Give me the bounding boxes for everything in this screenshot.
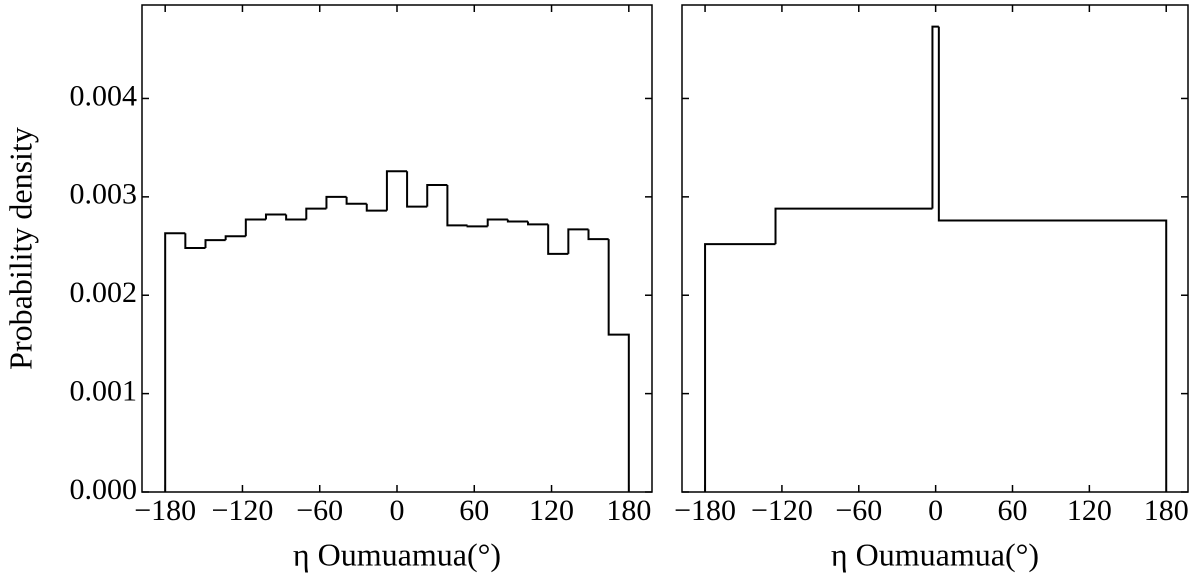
y-tick-label: 0.003	[70, 178, 138, 211]
histogram-bin	[264, 213, 287, 220]
x-tick-label: −60	[296, 494, 343, 527]
histogram-bin	[774, 207, 933, 245]
x-tick-label: 120	[1067, 494, 1112, 527]
histogram-bin	[365, 203, 387, 212]
x-tick-label: −180	[134, 494, 196, 527]
histogram-bin	[224, 235, 246, 241]
histogram-bin	[587, 229, 609, 241]
x-tick-label: 0	[928, 494, 943, 527]
y-tick-label: 0.000	[70, 473, 138, 506]
histogram-bin	[704, 243, 776, 492]
histogram-bin	[446, 185, 468, 227]
x-tick-label: 180	[606, 494, 651, 527]
x-tick-label: 0	[390, 494, 405, 527]
histogram-bin	[567, 228, 589, 254]
x-tick-label: 120	[529, 494, 574, 527]
histogram-bin	[325, 195, 347, 209]
y-tick-label: 0.002	[70, 276, 138, 309]
histogram-bin	[506, 219, 529, 223]
histogram-bin	[486, 218, 508, 227]
histogram-bin	[527, 221, 549, 226]
x-axis-title: η Oumuamua(°)	[831, 536, 1039, 572]
axes-frame	[681, 4, 1189, 493]
histogram-bin	[184, 233, 206, 250]
y-axis-title: Probability density	[2, 127, 38, 370]
x-tick-label: 60	[459, 494, 489, 527]
histogram-bin	[385, 170, 408, 211]
x-tick-label: −120	[211, 494, 273, 527]
x-tick-label: −60	[835, 494, 882, 527]
histogram-bin	[426, 184, 448, 207]
x-tick-label: 180	[1144, 494, 1189, 527]
y-tick-label: 0.004	[70, 79, 138, 112]
histogram-bin	[244, 218, 266, 237]
histogram-bin	[406, 171, 428, 208]
x-axis-title: η Oumuamua(°)	[293, 536, 501, 572]
histogram-bin	[164, 232, 186, 492]
histogram-bin	[345, 196, 367, 205]
y-tick-label: 0.001	[70, 375, 138, 408]
x-tick-label: −180	[674, 494, 736, 527]
axes-frame	[141, 4, 653, 493]
x-tick-label: 60	[998, 494, 1028, 527]
x-tick-label: −120	[751, 494, 813, 527]
histogram-bin	[285, 214, 307, 221]
histogram-bin	[547, 224, 569, 255]
histogram-bin	[607, 239, 630, 492]
histogram-bin	[204, 239, 226, 249]
histogram-bin	[931, 25, 939, 209]
histogram-bin	[305, 207, 327, 220]
histogram-bin	[466, 225, 488, 228]
histogram-bin	[937, 26, 1168, 492]
